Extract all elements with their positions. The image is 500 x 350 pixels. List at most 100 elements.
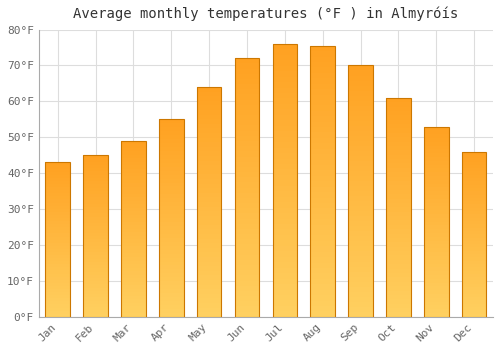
- Bar: [462, 314, 486, 317]
- Bar: [46, 203, 70, 206]
- Bar: [424, 290, 448, 294]
- Bar: [84, 249, 108, 252]
- Bar: [424, 172, 448, 176]
- Bar: [348, 272, 373, 276]
- Bar: [272, 82, 297, 88]
- Bar: [272, 257, 297, 262]
- Bar: [84, 239, 108, 243]
- Bar: [159, 210, 184, 214]
- Bar: [234, 188, 260, 193]
- Bar: [234, 270, 260, 275]
- Bar: [462, 211, 486, 215]
- Bar: [424, 134, 448, 138]
- Bar: [121, 187, 146, 190]
- Bar: [84, 201, 108, 204]
- Bar: [234, 193, 260, 198]
- Bar: [121, 155, 146, 159]
- Bar: [46, 304, 70, 308]
- Bar: [462, 228, 486, 231]
- Bar: [46, 224, 70, 227]
- Bar: [234, 177, 260, 182]
- Bar: [310, 301, 335, 306]
- Bar: [272, 300, 297, 306]
- Bar: [197, 110, 222, 114]
- Bar: [46, 218, 70, 221]
- Bar: [272, 273, 297, 279]
- Bar: [424, 294, 448, 298]
- Bar: [462, 185, 486, 188]
- Bar: [348, 126, 373, 131]
- Bar: [424, 214, 448, 218]
- Bar: [234, 307, 260, 312]
- Bar: [121, 289, 146, 292]
- Bar: [424, 199, 448, 203]
- Bar: [159, 139, 184, 143]
- Bar: [348, 111, 373, 116]
- Bar: [386, 133, 410, 137]
- Bar: [159, 187, 184, 190]
- Bar: [462, 234, 486, 238]
- Bar: [348, 276, 373, 282]
- Bar: [310, 197, 335, 203]
- Bar: [84, 278, 108, 281]
- Bar: [272, 49, 297, 55]
- Bar: [462, 181, 486, 185]
- Bar: [424, 203, 448, 206]
- Bar: [46, 190, 70, 193]
- Bar: [197, 312, 222, 317]
- Bar: [234, 250, 260, 255]
- Bar: [386, 251, 410, 256]
- Bar: [159, 143, 184, 147]
- Bar: [46, 193, 70, 196]
- Bar: [424, 248, 448, 252]
- Bar: [159, 238, 184, 242]
- Bar: [121, 299, 146, 303]
- Bar: [272, 153, 297, 159]
- Bar: [197, 289, 222, 294]
- Bar: [348, 261, 373, 267]
- Bar: [234, 131, 260, 136]
- Bar: [159, 163, 184, 167]
- Bar: [159, 242, 184, 246]
- Bar: [84, 256, 108, 259]
- Bar: [310, 143, 335, 149]
- Bar: [121, 250, 146, 253]
- Bar: [234, 239, 260, 244]
- Bar: [462, 208, 486, 211]
- Bar: [121, 194, 146, 197]
- Bar: [197, 101, 222, 105]
- Bar: [348, 282, 373, 287]
- Bar: [386, 155, 410, 159]
- Bar: [121, 243, 146, 246]
- Bar: [348, 91, 373, 96]
- Bar: [121, 215, 146, 218]
- Bar: [310, 306, 335, 312]
- Bar: [197, 257, 222, 262]
- Bar: [462, 218, 486, 221]
- Bar: [310, 203, 335, 208]
- Bar: [159, 206, 184, 210]
- Bar: [46, 212, 70, 215]
- Bar: [121, 267, 146, 271]
- Bar: [234, 120, 260, 126]
- Bar: [272, 131, 297, 137]
- Bar: [159, 171, 184, 175]
- Bar: [197, 234, 222, 239]
- Bar: [234, 151, 260, 156]
- Bar: [424, 161, 448, 164]
- Bar: [272, 235, 297, 240]
- Bar: [386, 120, 410, 124]
- Bar: [386, 212, 410, 216]
- Bar: [234, 115, 260, 120]
- Bar: [462, 290, 486, 294]
- Bar: [424, 130, 448, 134]
- Bar: [159, 301, 184, 305]
- Bar: [462, 152, 486, 317]
- Bar: [462, 257, 486, 261]
- Bar: [386, 233, 410, 238]
- Bar: [462, 172, 486, 175]
- Bar: [348, 267, 373, 272]
- Bar: [234, 244, 260, 250]
- Bar: [197, 87, 222, 92]
- Bar: [159, 218, 184, 222]
